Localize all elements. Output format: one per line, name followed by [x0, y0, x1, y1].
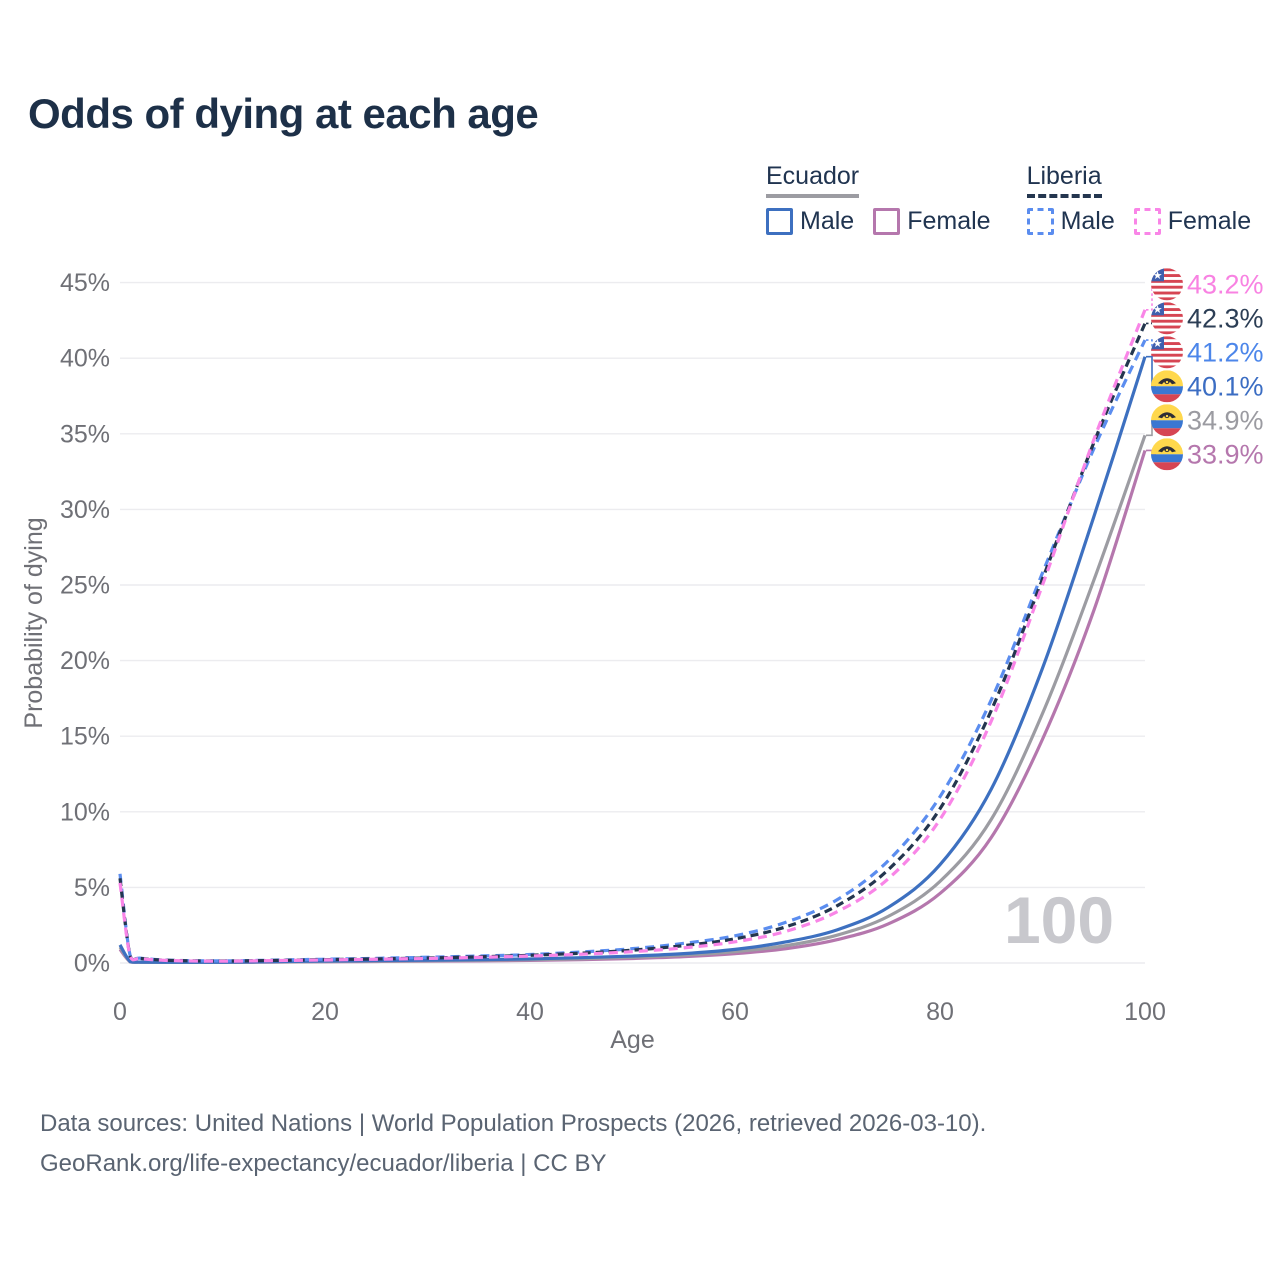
y-tick-label: 25% — [60, 572, 110, 600]
liberia-flag-icon: ★ — [1151, 336, 1183, 369]
series-line-liberia-female — [118, 309, 1147, 963]
age-counter-watermark: 100 — [1004, 883, 1114, 957]
ecuador-flag-icon — [1151, 438, 1183, 471]
end-value-label: 40.1% — [1187, 371, 1264, 401]
x-tick-label: 20 — [311, 998, 339, 1026]
series-line-liberia — [118, 322, 1147, 963]
liberia-flag-icon: ★ — [1151, 302, 1183, 335]
footer-attribution: GeoRank.org/life-expectancy/ecuador/libe… — [40, 1150, 607, 1177]
ecuador-flag-icon — [1151, 370, 1183, 403]
y-axis-title: Probability of dying — [20, 517, 48, 728]
end-value-label: 34.9% — [1187, 405, 1264, 435]
legend-country-label: Ecuador — [766, 162, 860, 198]
legend-swatch-icon — [1133, 208, 1161, 235]
svg-text:★: ★ — [1153, 338, 1163, 350]
y-tick-label: 35% — [60, 420, 110, 448]
series-line-ecuador-male — [118, 356, 1147, 964]
y-tick-label: 5% — [74, 874, 110, 902]
legend-item-liberia-male[interactable]: Male — [1026, 207, 1115, 236]
end-value-label: 41.2% — [1187, 337, 1264, 367]
end-value-label: 42.3% — [1187, 303, 1264, 333]
x-tick-label: 0 — [113, 998, 127, 1026]
x-tick-label: 80 — [926, 998, 954, 1026]
end-value-label: 43.2% — [1187, 269, 1264, 299]
y-tick-label: 15% — [60, 723, 110, 751]
legend-item-label: Female — [907, 207, 991, 235]
ecuador-flag-icon — [1151, 404, 1183, 437]
x-tick-label: 100 — [1124, 998, 1166, 1026]
y-tick-label: 0% — [74, 950, 110, 978]
footer-data-sources: Data sources: United Nations | World Pop… — [40, 1110, 987, 1137]
legend-item-label: Male — [1060, 207, 1115, 235]
y-tick-label: 10% — [60, 798, 110, 826]
end-value-label: 33.9% — [1187, 439, 1264, 469]
y-tick-label: 20% — [60, 647, 110, 675]
liberia-flag-icon: ★ — [1151, 268, 1183, 301]
page-title: Odds of dying at each age — [28, 90, 539, 137]
legend-item-label: Female — [1167, 207, 1252, 235]
legend-group-ecuador: Ecuador Male Female — [766, 162, 991, 236]
svg-text:★: ★ — [1153, 270, 1163, 282]
legend-swatch-icon — [873, 208, 901, 235]
x-tick-label: 40 — [516, 998, 544, 1026]
legend-swatch-icon — [1026, 208, 1054, 235]
footer: Data sources: United Nations | World Pop… — [40, 1104, 986, 1184]
legend-swatch-icon — [766, 208, 793, 235]
y-tick-label: 30% — [60, 496, 110, 524]
legend-country-label: Liberia — [1026, 162, 1102, 198]
x-axis-title: Age — [610, 1026, 654, 1054]
y-tick-label: 45% — [60, 269, 110, 297]
legend-item-liberia-female[interactable]: Female — [1133, 207, 1252, 236]
legend-item-ecuador-male[interactable]: Male — [766, 207, 854, 236]
legend: Ecuador Male Female Liberia Male Female — [766, 162, 1251, 236]
y-tick-label: 40% — [60, 345, 110, 373]
x-tick-label: 60 — [721, 998, 749, 1026]
legend-item-label: Male — [800, 207, 855, 235]
legend-group-liberia: Liberia Male Female — [1026, 162, 1252, 236]
series-line-ecuador-female — [118, 449, 1147, 965]
legend-item-ecuador-female[interactable]: Female — [873, 207, 991, 236]
svg-text:★: ★ — [1153, 304, 1163, 316]
